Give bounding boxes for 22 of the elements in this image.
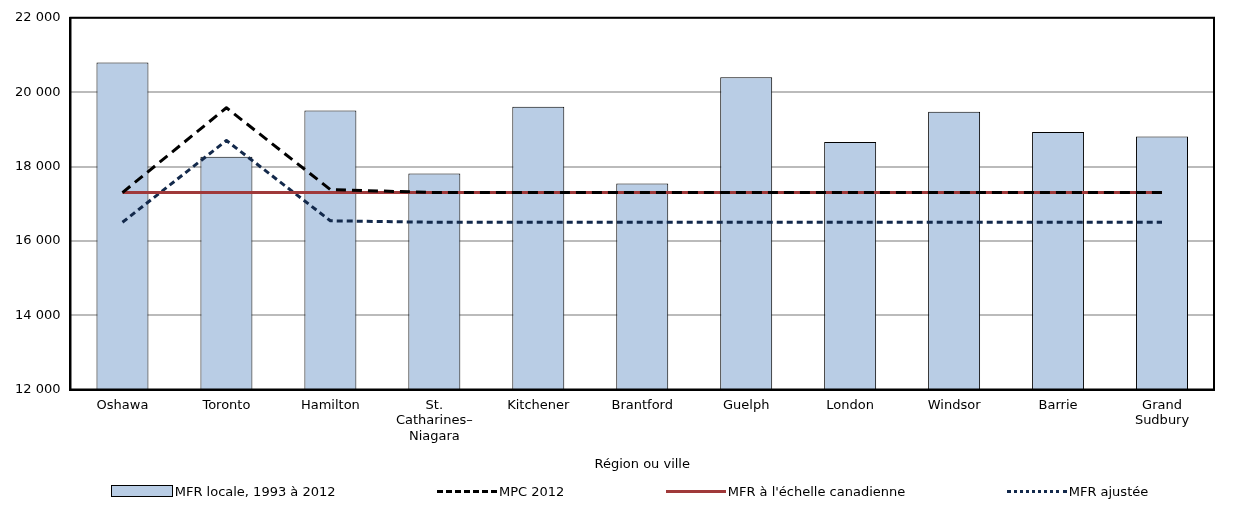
y-tick-label: 22 000	[14, 9, 61, 25]
x-tick-label: Brantford	[611, 396, 673, 412]
legend-label: MFR ajustée	[1068, 483, 1149, 499]
x-tick-label: Windsor	[927, 396, 982, 412]
legend-label: MPC 2012	[498, 483, 565, 499]
y-tick-label: 12 000	[14, 380, 61, 396]
y-tick-label: 14 000	[14, 306, 61, 322]
x-tick-label: Barrie	[1038, 396, 1078, 412]
legend-label: MFR locale, 1993 à 2012	[174, 483, 336, 499]
y-tick-label: 16 000	[14, 232, 61, 248]
x-tick-label: Toronto	[201, 396, 251, 412]
x-tick-label: Guelph	[722, 396, 770, 412]
legend-label: MFR à l'échelle canadienne	[727, 483, 906, 499]
x-tick-label: Oshawa	[96, 396, 149, 412]
x-axis-title: Région ou ville	[594, 455, 690, 471]
x-tick-label: Grand Sudbury	[1134, 396, 1190, 428]
x-tick-label: Kitchener	[507, 396, 571, 412]
y-tick-label: 18 000	[14, 157, 61, 173]
x-tick-label: Hamilton	[300, 396, 360, 412]
x-tick-label: London	[826, 396, 874, 412]
y-tick-label: 20 000	[14, 83, 61, 99]
x-tick-label: St. Catharines–Niagara	[395, 396, 473, 443]
